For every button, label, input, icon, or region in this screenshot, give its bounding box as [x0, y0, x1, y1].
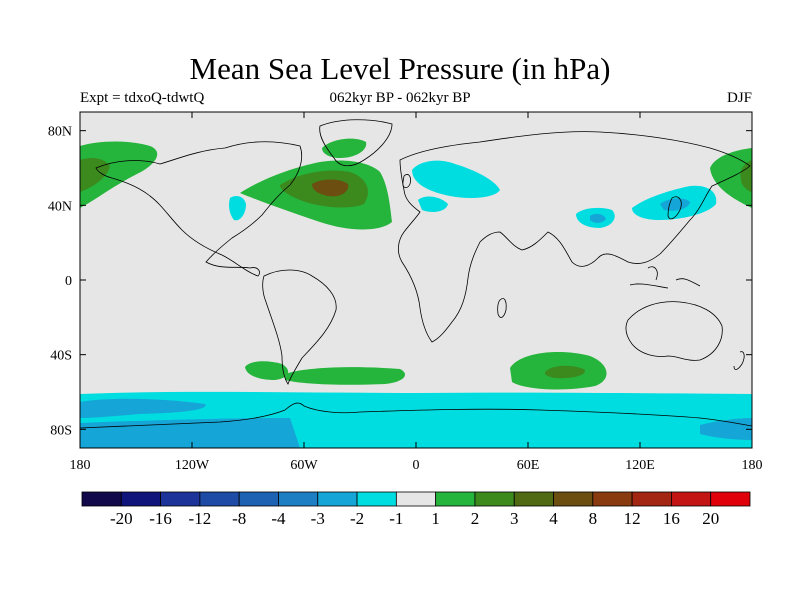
coastline-south-america: [262, 269, 337, 385]
colorbar-swatch: [160, 491, 201, 507]
colorbar-swatch: [238, 491, 279, 507]
antarctic-anomaly-coast: [80, 418, 300, 448]
colorbar-swatch: [513, 491, 554, 507]
y-tick-label: 80N: [48, 125, 72, 140]
colorbar-swatch: [474, 491, 515, 507]
chart-subtitle: 062kyr BP - 062kyr BP: [329, 90, 471, 106]
x-tick-label: 120W: [175, 458, 210, 473]
colorbar-label: 1: [431, 509, 440, 528]
colorbar-swatch: [199, 491, 240, 507]
east-asia-anomaly-core: [660, 198, 690, 211]
antarctic-anomaly-west: [80, 398, 206, 418]
indian-ocean-anomaly-core: [544, 365, 586, 379]
colorbar-label: -20: [110, 509, 133, 528]
experiment-label: Expt = tdxoQ-tdwtQ: [80, 90, 205, 106]
season-label: DJF: [726, 90, 752, 106]
x-tick-label: 180: [742, 458, 763, 473]
south-atlantic-anomaly: [285, 367, 405, 385]
colorbar-label: 2: [471, 509, 480, 528]
y-tick-label: 40N: [48, 199, 72, 214]
x-tick-label: 60W: [290, 458, 318, 473]
colorbar-swatch: [710, 491, 751, 507]
pressure-anomaly-shading: [80, 138, 752, 448]
y-tick-label: 40S: [50, 349, 72, 364]
coastline-north-america: [95, 141, 303, 277]
south-pacific-anomaly: [245, 361, 289, 380]
colorbar-swatch: [278, 491, 319, 507]
coastline-japan: [667, 196, 682, 220]
colorbar-label: -3: [311, 509, 325, 528]
colorbar-swatch: [81, 491, 122, 507]
colorbar-label: -1: [389, 509, 403, 528]
chart-title: Mean Sea Level Pressure (in hPa): [189, 51, 611, 86]
colorbar-label: 12: [624, 509, 641, 528]
northeast-pacific-anomaly: [80, 141, 158, 208]
coastline-new-zealand: [733, 351, 745, 370]
y-tick-label: 80S: [50, 423, 72, 438]
colorbar-label: -16: [149, 509, 172, 528]
colorbar-swatch: [435, 491, 476, 507]
colorbar: -20 -16 -12 -8 -4 -3 -2 -1 1 2 3 4 8 12 16 20: [81, 491, 751, 528]
colorbar-swatch: [553, 491, 594, 507]
scandinavia-anomaly-2: [418, 196, 448, 212]
coastline-british-isles: [402, 174, 411, 188]
labrador-anomaly: [322, 138, 367, 158]
coastline-australia: [625, 301, 723, 361]
colorbar-swatch: [671, 491, 712, 507]
x-tick-label: 60E: [517, 458, 540, 473]
colorbar-label: -12: [189, 509, 212, 528]
colorbar-label: 16: [663, 509, 680, 528]
colorbar-swatch: [631, 491, 672, 507]
colorbar-swatch: [120, 491, 161, 507]
colorbar-label: -8: [232, 509, 246, 528]
colorbar-label: 8: [589, 509, 598, 528]
colorbar-swatch: [356, 491, 397, 507]
colorbar-swatch: [592, 491, 633, 507]
colorbar-label: -2: [350, 509, 364, 528]
bermuda-anomaly: [229, 196, 246, 221]
coastline-indonesia: [629, 266, 701, 289]
coastlines: [80, 119, 752, 429]
coastline-greenland: [319, 119, 393, 167]
coastline-africa-eurasia: [398, 131, 751, 343]
colorbar-label: -4: [271, 509, 286, 528]
colorbar-label: 3: [510, 509, 519, 528]
colorbar-swatch: [317, 491, 358, 507]
x-tick-label: 0: [413, 458, 420, 473]
colorbar-swatch: [395, 491, 437, 507]
colorbar-label: 4: [549, 509, 558, 528]
northwest-pacific-anomaly: [710, 148, 752, 208]
y-tick-label: 0: [65, 274, 72, 289]
scandinavia-anomaly: [412, 160, 500, 198]
northwest-pacific-anomaly-core: [740, 160, 752, 192]
northeast-pacific-anomaly-core: [80, 158, 110, 192]
coastline-antarctica: [80, 402, 752, 429]
map-axes: 180 120W 60W 0 60E 120E 180 80N 40N 0 40S 80S: [48, 112, 763, 473]
north-atlantic-anomaly-core: [312, 179, 349, 197]
coastline-madagascar: [497, 298, 507, 318]
colorbar-label: 20: [702, 509, 719, 528]
x-tick-label: 180: [70, 458, 91, 473]
x-tick-label: 120E: [625, 458, 655, 473]
tibet-anomaly-core: [590, 213, 606, 223]
